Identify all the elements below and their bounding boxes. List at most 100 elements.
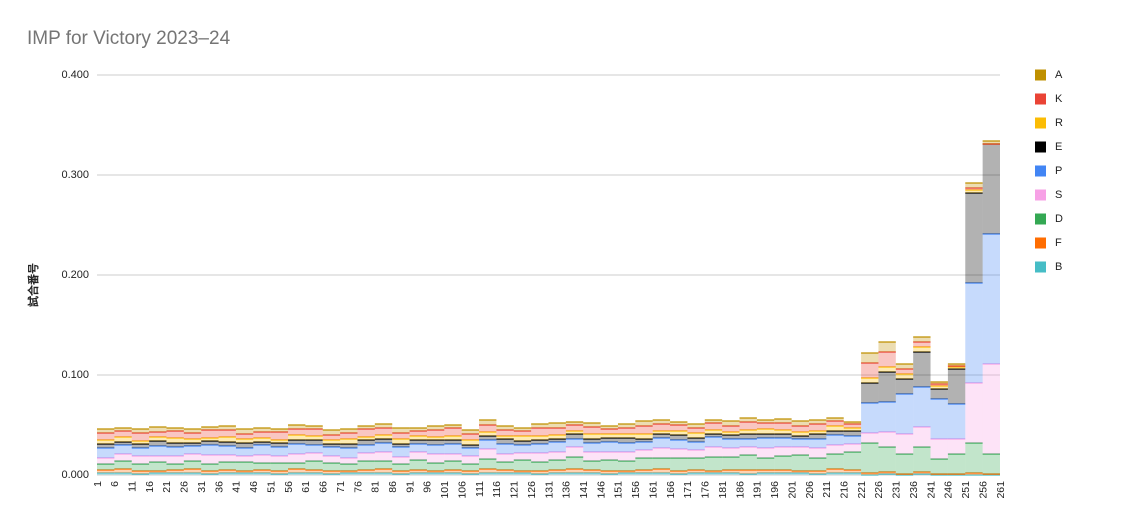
- legend-swatch: [1035, 165, 1046, 177]
- area-step: [739, 418, 757, 422]
- area-step: [235, 473, 254, 475]
- area-step: [496, 439, 514, 444]
- legend-label: R: [1055, 117, 1063, 129]
- area-step: [878, 447, 896, 472]
- area-step: [305, 429, 323, 436]
- area-step: [739, 455, 757, 470]
- area-step: [878, 367, 896, 372]
- area-step: [305, 436, 323, 440]
- area-step: [253, 432, 271, 438]
- x-tick-label: 186: [734, 481, 746, 499]
- area-step: [444, 428, 462, 436]
- x-tick-label: 161: [647, 481, 659, 499]
- area-step: [548, 435, 566, 439]
- x-tick-label: 41: [231, 481, 243, 493]
- area-step: [583, 473, 601, 475]
- area-step: [183, 446, 202, 454]
- area-step: [461, 448, 480, 456]
- area-step: [947, 404, 966, 439]
- area-step: [947, 454, 966, 474]
- area-step: [565, 473, 584, 475]
- area-step: [861, 353, 879, 363]
- area-step: [565, 425, 584, 431]
- x-tick-label: 156: [630, 481, 642, 499]
- area-step: [97, 473, 115, 475]
- area-step: [652, 448, 671, 458]
- x-tick-label: 111: [474, 481, 486, 497]
- y-tick-label: 0.000: [61, 469, 89, 481]
- area-step: [149, 441, 167, 446]
- area-step: [583, 470, 601, 473]
- area-step: [548, 452, 566, 460]
- area-step: [461, 464, 480, 471]
- area-step: [288, 469, 306, 473]
- area-step: [305, 473, 323, 475]
- area-step: [426, 426, 445, 430]
- area-step: [722, 470, 740, 473]
- legend-label: B: [1055, 261, 1062, 273]
- area-step: [444, 461, 462, 470]
- area-step: [965, 443, 983, 473]
- area-step: [322, 471, 341, 474]
- area-step: [461, 456, 480, 464]
- area-step: [218, 437, 236, 442]
- x-tick-label: 46: [248, 481, 260, 493]
- area-step: [652, 469, 671, 473]
- area-step: [218, 473, 236, 475]
- area-step: [409, 460, 427, 470]
- area-step: [235, 448, 254, 456]
- area-step: [652, 431, 671, 434]
- area-step: [374, 469, 393, 473]
- area-step: [357, 453, 375, 461]
- area-step: [965, 190, 983, 193]
- x-tick-label: 256: [977, 481, 989, 499]
- area-step: [861, 403, 879, 433]
- area-step: [808, 431, 827, 434]
- area-step: [513, 473, 532, 475]
- area-step: [861, 378, 879, 383]
- area-step: [479, 473, 497, 475]
- area-step: [479, 459, 497, 469]
- area-step: [791, 473, 809, 475]
- x-tick-label: 131: [543, 481, 555, 499]
- area-step: [183, 439, 202, 443]
- area-step: [166, 443, 184, 447]
- area-step: [704, 457, 723, 471]
- area-step: [513, 441, 532, 445]
- area-step: [340, 444, 358, 448]
- legend-swatch: [1035, 117, 1046, 129]
- area-step: [670, 471, 688, 474]
- area-step: [392, 457, 410, 464]
- area-step: [635, 473, 653, 475]
- area-step: [479, 469, 497, 473]
- area-step: [374, 452, 393, 461]
- area-step: [617, 424, 636, 428]
- area-step: [583, 423, 601, 427]
- area-step: [270, 447, 289, 456]
- area-step: [253, 470, 271, 473]
- area-step: [235, 439, 254, 443]
- area-step: [235, 456, 254, 462]
- area-step: [97, 458, 115, 464]
- area-step: [270, 471, 289, 474]
- area-step: [357, 461, 375, 470]
- area-step: [652, 434, 671, 438]
- area-step: [426, 473, 445, 475]
- area-step: [635, 450, 653, 458]
- area-step: [340, 439, 358, 444]
- area-step: [878, 372, 896, 402]
- area-step: [218, 470, 236, 473]
- area-step: [617, 461, 636, 471]
- x-tick-label: 191: [752, 481, 764, 499]
- area-step: [426, 437, 445, 440]
- area-step: [739, 447, 757, 455]
- area-step: [756, 473, 775, 475]
- area-step: [253, 473, 271, 475]
- x-tick-label: 121: [509, 481, 521, 499]
- area-step: [166, 431, 184, 438]
- area-step: [861, 433, 879, 443]
- area-step: [288, 440, 306, 444]
- area-step: [479, 425, 497, 432]
- area-step: [270, 456, 289, 463]
- area-step: [722, 435, 740, 439]
